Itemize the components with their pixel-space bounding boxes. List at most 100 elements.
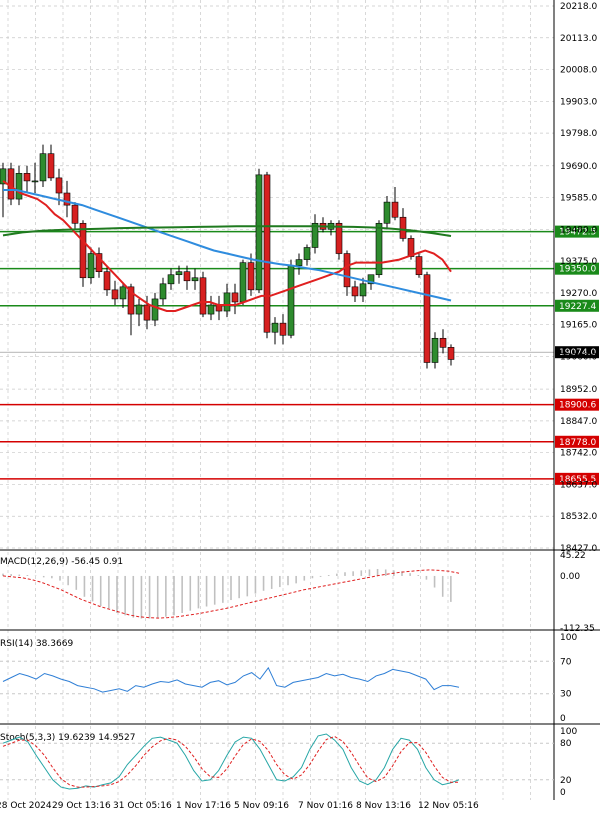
time-tick-label: 12 Nov 05:16 <box>418 801 479 811</box>
candle-body <box>271 322 279 333</box>
price-tick-label: 18952.0 <box>560 385 597 395</box>
macd-signal-line <box>2 569 460 619</box>
price-tick-label: 19690.0 <box>560 162 597 172</box>
level-tag <box>555 225 599 238</box>
candle-body <box>71 204 79 224</box>
candle-body <box>39 153 47 182</box>
time-tick-label: 5 Nov 09:16 <box>234 801 289 811</box>
price-tick-label: 19903.0 <box>560 97 597 107</box>
time-tick-label: 31 Oct 05:16 <box>113 801 172 811</box>
price-tick-label: 18532.0 <box>560 512 597 522</box>
ma-blue-line <box>3 189 452 302</box>
level-tag-label: 18900.6 <box>559 401 596 411</box>
candle-body <box>151 298 159 321</box>
stoch-d-line <box>2 735 459 788</box>
candle-body <box>335 222 343 254</box>
price-tick-label: 19585.0 <box>560 194 597 204</box>
level-tag-label: 18655.5 <box>559 475 596 485</box>
rsi-tick-label: 100 <box>560 633 577 643</box>
candle-body <box>183 271 191 282</box>
candle-body <box>199 277 207 315</box>
price-axis: 20218.0 20113.0 20008.0 19903.0 19798.0 19690… <box>0 0 600 800</box>
level-tag <box>555 398 599 411</box>
rsi-tick-label: 0 <box>560 714 566 724</box>
macd-panel: MACD(12,26,9) -56.45 0.91 45.22 0.00 -112.3… <box>0 551 600 634</box>
time-tick-label: 7 Nov 01:16 <box>298 801 353 811</box>
price-tick-label: 18637.0 <box>560 480 597 490</box>
candle-body <box>143 304 151 321</box>
stoch-panel: Stoch(5,3,3) 19.6239 14.9527 100 80 20 0 <box>0 727 577 798</box>
candles <box>0 144 455 369</box>
candle-body <box>399 216 407 239</box>
candle-body <box>175 271 183 276</box>
price-tick-label: 19375.0 <box>560 257 597 267</box>
stoch-tick-label: 20 <box>560 776 572 786</box>
price-tick-label: 19480.0 <box>560 225 597 235</box>
candle-body <box>63 192 71 206</box>
candle-body <box>359 283 367 297</box>
candle-body <box>111 289 119 300</box>
candle-body <box>279 322 287 336</box>
candle-body <box>47 153 55 179</box>
price-tick-label: 19165.0 <box>560 321 597 331</box>
moving-averages <box>2 180 452 312</box>
candle-body <box>287 265 295 336</box>
rsi-panel: RSI(14) 38.3669 100 70 30 0 <box>0 633 600 725</box>
price-tick-label: 18742.0 <box>560 449 597 459</box>
level-tag <box>555 435 599 448</box>
stoch-k-line <box>2 733 460 790</box>
ma-red-line <box>2 180 452 312</box>
candle-body <box>303 247 311 260</box>
price-tick-label: 20113.0 <box>560 34 597 44</box>
stoch-tick-label: 100 <box>560 727 577 737</box>
candle-body <box>351 286 359 297</box>
current-price-label: 19074.0 <box>559 348 596 358</box>
macd-tick-label: -112.35 <box>560 624 595 634</box>
candle-body <box>255 174 263 291</box>
level-tag-label: 19227.4 <box>559 302 596 312</box>
candle-body <box>263 174 271 333</box>
candle-body <box>15 173 23 200</box>
candle-body <box>343 253 351 288</box>
candle-body <box>247 262 255 291</box>
level-tag <box>555 472 599 485</box>
time-tick-label: 8 Nov 13:16 <box>356 801 411 811</box>
candle-body <box>439 337 447 348</box>
time-tick-label: 29 Oct 13:16 <box>52 801 111 811</box>
candle-body <box>295 259 303 266</box>
candle-body <box>95 253 103 273</box>
rsi-title: RSI(14) 38.3669 <box>0 639 73 649</box>
candle-body <box>87 253 95 279</box>
candle-body <box>31 180 39 183</box>
grid-lines <box>0 0 554 800</box>
candle-body <box>55 177 63 194</box>
macd-tick-label: 0.00 <box>560 572 580 582</box>
level-lines: 19472.5 19350.0 19227.4 18900.6 18778.0 18655… <box>0 225 599 485</box>
price-tick-label: 20218.0 <box>560 2 597 12</box>
candle-body <box>367 274 375 285</box>
stoch-title: Stoch(5,3,3) 19.6239 14.9527 <box>0 733 135 743</box>
candle-body <box>423 274 431 363</box>
candle-body <box>383 201 391 224</box>
candle-body <box>415 256 423 276</box>
price-tick-label: 18427.0 <box>560 544 597 554</box>
candle-body <box>447 347 455 360</box>
level-tag <box>555 299 599 312</box>
stoch-tick-label: 80 <box>560 739 572 749</box>
candle-body <box>311 222 319 248</box>
macd-tick-label: 45.22 <box>560 551 586 561</box>
candle-body <box>167 274 175 285</box>
candle-body <box>431 337 439 363</box>
price-tick-label: 19060.0 <box>560 352 597 362</box>
current-price-tag <box>555 346 599 359</box>
candle-body <box>391 201 399 218</box>
candle-body <box>0 168 7 185</box>
candle-body <box>103 271 111 291</box>
rsi-tick-label: 30 <box>560 690 572 700</box>
price-tick-label: 20008.0 <box>560 66 597 76</box>
level-tag-label: 18778.0 <box>559 438 596 448</box>
rsi-line <box>2 666 460 693</box>
candle-body <box>207 304 215 315</box>
time-axis: 28 Oct 2024 29 Oct 13:16 31 Oct 05:16 1 Nov… <box>0 801 479 811</box>
